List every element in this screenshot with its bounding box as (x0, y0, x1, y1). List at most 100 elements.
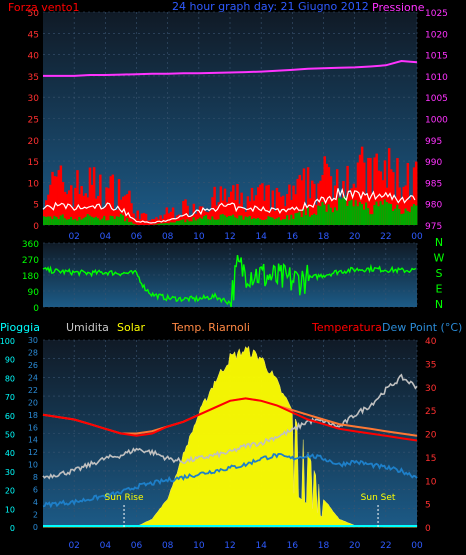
wind-avg-bar (130, 203, 133, 225)
wind-avg-bar (333, 185, 337, 225)
chart-title: 24 hour graph day: 21 Giugno 2012 (172, 0, 369, 13)
wind-green-bar (236, 218, 239, 225)
temp-tick-label: 0 (425, 524, 431, 534)
pressure-tick-label: 1015 (425, 52, 448, 62)
wind-avg-bar (209, 210, 212, 225)
wind-avg-bar (167, 213, 171, 225)
wind-avg-bar (242, 208, 245, 225)
wind-avg-bar (232, 185, 235, 225)
wind-avg-bar (267, 184, 270, 225)
wind-avg-bar (371, 193, 374, 225)
wind-green-bar (381, 204, 385, 225)
wind-green-bar (408, 212, 412, 225)
wind-avg-bar (171, 207, 175, 225)
humidity-tick-label: 20 (28, 398, 38, 407)
wind-green-bar (94, 216, 98, 225)
wind-avg-bar (157, 219, 160, 225)
wind-avg-bar (356, 162, 360, 225)
wind-green-bar (207, 219, 210, 225)
wind-green-bar (396, 204, 399, 225)
x-tick-label: 08 (162, 232, 174, 242)
wind-avg-bar (65, 194, 69, 225)
wind-green-bar (242, 219, 245, 225)
wind-avg-bar (379, 171, 383, 225)
wind-green-bar (200, 218, 204, 225)
wind-green-bar (86, 214, 90, 225)
wind-green-bar (124, 221, 127, 225)
wind-avg-bar (254, 195, 258, 225)
wind-green-bar (323, 204, 326, 225)
wind-avg-bar (219, 186, 223, 225)
wind-avg-bar (265, 185, 268, 225)
wind-avg-bar (163, 214, 166, 225)
wind-green-bar (167, 223, 171, 225)
x-tick-label: 08 (162, 541, 174, 551)
wind-avg-bar (70, 185, 73, 225)
humidity-tick-label: 8 (33, 473, 38, 482)
wind-avg-bar (396, 158, 399, 225)
wind-avg-bar (99, 174, 102, 225)
wind-tick-label: 20 (28, 137, 40, 147)
wind-green-bar (57, 219, 61, 225)
pressure-tick-label: 985 (425, 179, 442, 189)
wind-avg-bar (78, 194, 81, 225)
wind-green-bar (194, 220, 198, 225)
wind-avg-bar (381, 180, 385, 225)
wind-avg-bar (375, 153, 378, 225)
x-tick-label: 10 (193, 541, 205, 551)
wind-avg-bar (169, 211, 173, 225)
wind-avg-bar (329, 176, 333, 225)
wind-green-bar (414, 205, 418, 225)
pressure-axis-label: Pressione (372, 1, 425, 14)
x-tick-label: 04 (100, 232, 112, 242)
wind-green-bar (59, 215, 63, 225)
wind-green-bar (365, 202, 368, 225)
wind-avg-bar (288, 184, 291, 225)
wind-avg-bar (92, 167, 96, 225)
wind-avg-bar (257, 187, 260, 225)
x-tick-label: 00 (411, 541, 423, 551)
wind-green-bar (404, 208, 408, 225)
wind-avg-bar (188, 216, 191, 225)
wind-avg-bar (252, 200, 256, 225)
x-tick-label: 18 (318, 232, 330, 242)
wind-green-bar (182, 219, 185, 225)
wind-green-bar (119, 213, 123, 225)
direction-tick-label: 180 (22, 272, 39, 282)
wind-avg-bar (198, 206, 202, 225)
wind-green-bar (394, 208, 397, 225)
x-tick-label: 16 (287, 232, 299, 242)
rain-tick-label: 50 (5, 431, 15, 440)
humidity-tick-label: 6 (33, 486, 38, 495)
wind-avg-bar (352, 183, 356, 225)
wind-avg-bar (319, 180, 322, 225)
wind-green-bar (327, 204, 331, 225)
rain-tick-label: 90 (5, 356, 15, 365)
wind-avg-bar (86, 197, 90, 225)
wind-avg-bar (327, 167, 331, 225)
wind-avg-bar (402, 186, 405, 225)
wind-green-bar (254, 218, 258, 225)
x-tick-label: 04 (100, 541, 112, 551)
annotation-label: Sun Rise (105, 493, 144, 503)
wind-green-bar (190, 221, 193, 225)
wind-avg-bar (217, 202, 221, 225)
wind-green-bar (213, 219, 216, 225)
pressure-line (43, 59, 418, 77)
wind-green-bar (80, 219, 83, 225)
wind-avg-bar (238, 203, 241, 225)
wind-avg-bar (165, 207, 169, 225)
wind-green-bar (43, 216, 46, 225)
wind-avg-bar (398, 187, 401, 225)
pressure-tick-label: 1005 (425, 94, 448, 104)
wind-green-bar (230, 215, 233, 225)
wind-green-bar (221, 214, 225, 225)
temp-tick-label: 30 (425, 384, 437, 394)
legend-solar: Solar (117, 321, 146, 334)
wind-green-bar (105, 220, 108, 225)
wind-green-bar (175, 220, 179, 225)
wind-avg-bar (227, 197, 231, 225)
wind-avg-bar (377, 170, 380, 225)
wind-green-bar (103, 215, 106, 225)
wind-green-bar (61, 214, 65, 225)
